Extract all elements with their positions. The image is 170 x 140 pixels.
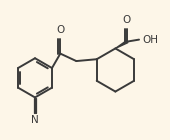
Text: O: O [56, 25, 64, 35]
Text: OH: OH [142, 35, 158, 45]
Text: N: N [31, 115, 39, 125]
Text: O: O [122, 15, 130, 25]
Polygon shape [115, 40, 128, 48]
